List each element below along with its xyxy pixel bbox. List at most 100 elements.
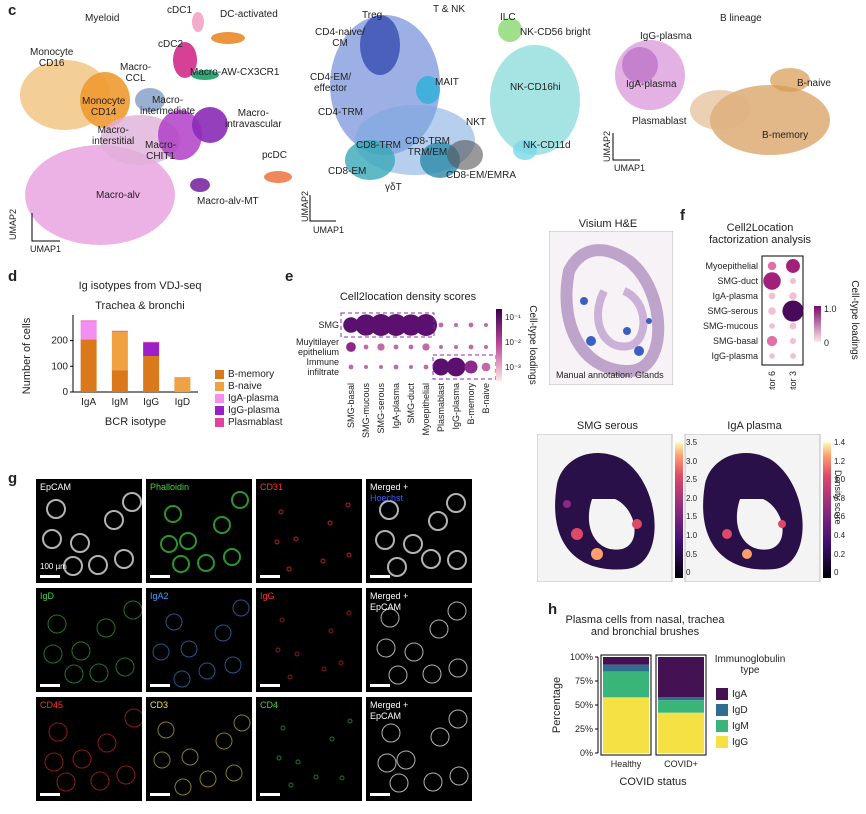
myeloid-cluster-label: Monocyte CD16 — [30, 47, 74, 69]
legend-label: IgG-plasma — [228, 404, 280, 416]
h-legend-item: IgA — [716, 686, 749, 702]
tnk-cluster-label: NK-CD16hi — [510, 82, 561, 93]
e-colorbar — [496, 309, 502, 381]
e-row-label: epithelium — [298, 347, 339, 357]
blineage-cluster-label: B-naive — [797, 78, 831, 89]
tnk-cluster-label: NKT — [466, 117, 486, 128]
blineage-axis-arrows — [612, 133, 640, 161]
microscopy-image — [376, 601, 468, 685]
blineage-cluster-label: B-memory — [762, 130, 809, 141]
microscopy-tile: Merged + EpCAM — [366, 697, 472, 801]
microscopy-image — [152, 599, 250, 688]
microscopy-tile: CD45 — [36, 697, 142, 801]
blineage-title: B lineage — [720, 13, 762, 24]
legend-swatch — [215, 369, 224, 379]
tnk-cluster-label: CD4-naive/ CM — [315, 27, 366, 49]
legend-swatch — [215, 417, 224, 427]
microscopy-image — [43, 600, 142, 684]
microscopy-image — [276, 718, 353, 788]
visium-title: Visium H&E — [578, 218, 638, 230]
panel-h-letter: h — [548, 601, 558, 618]
d-ytick-label: 100 — [51, 361, 68, 372]
colorbar-tick: 1.0 — [834, 475, 846, 485]
h-xlabel: COVID status — [619, 776, 687, 788]
myeloid-cluster-label: Macro- intermediate — [140, 95, 196, 117]
e-dot — [377, 343, 385, 351]
d-bar-segment — [143, 356, 160, 392]
tile-label: Phalloidin — [150, 482, 190, 492]
colorbar-tick: 0.5 — [686, 549, 698, 559]
tile-label-secondary: Hoechst — [370, 493, 404, 503]
e-col-label: SMG-basal — [346, 383, 356, 428]
tile-label: Merged + — [370, 482, 409, 492]
f-dot — [766, 335, 778, 347]
legend-swatch — [716, 704, 728, 716]
legend-label: IgD — [732, 704, 748, 716]
e-dot — [481, 362, 491, 372]
colorbar-tick: 0.6 — [834, 512, 846, 522]
scalebar — [150, 575, 170, 578]
tile-label: CD31 — [260, 482, 284, 492]
microscopy-tile: IgD — [36, 588, 142, 692]
tnk-cluster-label: CD8-TRM — [356, 140, 401, 151]
e-dot — [468, 344, 474, 350]
f-dot — [789, 277, 797, 285]
f-dot — [768, 307, 776, 315]
myeloid-cluster-label: cDC1 — [167, 5, 193, 16]
e-colorbar-label: Cell-type loadings — [527, 305, 538, 385]
e-dot — [422, 343, 430, 351]
scalebar — [150, 684, 170, 687]
e-dot — [355, 314, 377, 336]
d-bar-segment — [143, 341, 160, 343]
h-ytick-label: 100% — [570, 652, 593, 662]
panel-h-title: Plasma cells from nasal, trachea and bro… — [565, 614, 725, 638]
d-bar-segment — [80, 320, 97, 322]
d-ytick-label: 0 — [62, 387, 68, 398]
e-dot — [464, 360, 478, 374]
e-col-label: B-memory — [466, 383, 476, 425]
d-legend-item: B-memory — [215, 368, 282, 380]
myeloid-cluster-label: Macro- intravascular — [225, 108, 282, 130]
e-box-smg — [340, 312, 435, 338]
e-dot — [393, 344, 399, 350]
microscopy-image — [275, 610, 352, 680]
panel-c-umaps — [20, 12, 830, 245]
f-colorbar-tick: 1.0 — [824, 304, 837, 314]
myeloid-label-layer: cDC1 DC-activated cDC2 Monocyte CD16 Macro- … — [0, 0, 300, 250]
legend-swatch — [716, 688, 728, 700]
e-title: Cell2location density scores — [340, 291, 477, 303]
h-xtick-label: Healthy — [611, 759, 642, 769]
e-dot — [484, 345, 488, 349]
tile-label: Merged + — [370, 591, 409, 601]
tile-label: IgG — [260, 591, 275, 601]
d-xtick-label: IgD — [175, 397, 191, 408]
e-row-label: SMG — [318, 320, 339, 330]
e-col-label: B-naive — [481, 383, 491, 414]
panel-d-chart: 0 100 200 IgA IgM IgG IgD BCR isotype Number of … — [21, 315, 198, 428]
f-dot — [763, 272, 781, 290]
h-bar-segment — [658, 712, 704, 753]
tnk-cluster-label: NK-CD11d — [523, 140, 571, 151]
f-colorbar-label: Cell-type loadings — [849, 280, 860, 360]
tnk-cluster-label: CD8-EM — [328, 166, 367, 177]
scalebar — [40, 684, 60, 687]
panel-f-title: Cell2Location factorization analysis — [708, 222, 812, 246]
e-dot — [385, 314, 407, 336]
e-dot — [468, 322, 474, 328]
e-dot — [393, 364, 399, 370]
legend-swatch — [215, 405, 224, 415]
e-dot — [343, 317, 359, 333]
f-col-label: Factor 6 — [767, 371, 777, 390]
d-legend-item: Plasmablast — [215, 416, 282, 428]
f-dot — [789, 322, 797, 330]
d-bar-segment — [80, 321, 97, 340]
panel-d-subtitle: Trachea & bronchi — [95, 300, 185, 312]
scalebar-label: 100 µm — [40, 562, 67, 571]
e-col-label: IgG-plasma — [451, 383, 461, 430]
f-row-label: SMG-mucous — [703, 321, 759, 331]
colorbar-tick: 0.4 — [834, 531, 846, 540]
e-colorbar-tick: 10⁻² — [505, 338, 521, 347]
scalebar — [40, 793, 60, 796]
f-row-label: SMG-duct — [717, 276, 758, 286]
tnk-cluster-label: ILC — [500, 12, 516, 23]
